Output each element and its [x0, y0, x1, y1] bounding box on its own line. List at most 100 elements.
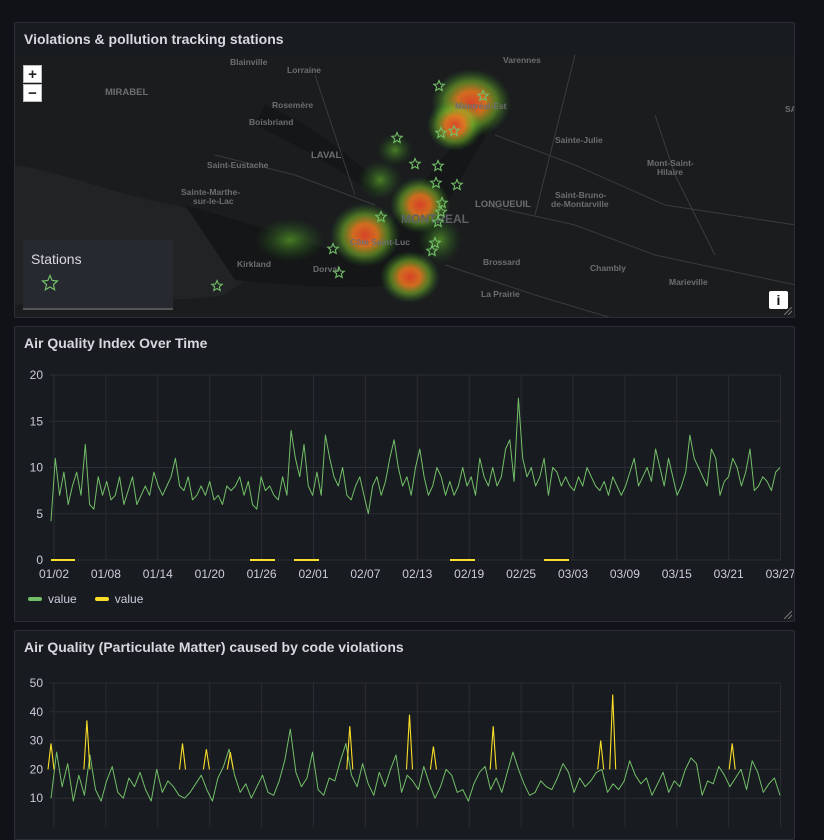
series-spike	[47, 743, 55, 770]
legend-item[interactable]: value	[28, 592, 77, 606]
place-label: Varennes	[503, 55, 541, 65]
series-line	[50, 728, 781, 802]
series-spike	[405, 714, 414, 770]
aqi-chart[interactable]: 0 5 10 15 20 01/02 01/08 01/14 01/20 01/26 02/01 02…	[15, 327, 795, 587]
station-marker[interactable]	[408, 157, 422, 170]
station-marker[interactable]	[450, 178, 464, 191]
place-label: Boisbriand	[249, 117, 293, 127]
station-marker[interactable]	[210, 279, 224, 292]
x-tick-label: 03/03	[558, 567, 588, 581]
station-marker[interactable]	[432, 79, 446, 92]
map-legend: Stations	[23, 240, 173, 310]
place-label: MIRABEL	[105, 87, 148, 98]
station-markers[interactable]	[210, 79, 490, 292]
y-tick-label: 40	[30, 705, 44, 719]
place-label: Dorval	[313, 264, 339, 274]
place-label: LAVAL	[311, 150, 341, 161]
series-spike	[489, 726, 497, 770]
panel-title: Air Quality (Particulate Matter) caused …	[24, 639, 404, 655]
place-label: Sainte-Marthe-	[181, 187, 240, 197]
station-marker[interactable]	[434, 205, 448, 218]
x-tick-label: 01/08	[91, 567, 121, 581]
place-label: MONTREAL	[401, 212, 469, 226]
place-label: Kirkland	[237, 259, 271, 269]
resize-handle-icon[interactable]	[784, 307, 792, 315]
station-marker[interactable]	[390, 131, 404, 144]
y-tick-label: 50	[30, 676, 44, 690]
resize-handle-icon[interactable]	[784, 611, 792, 619]
series-spike	[609, 694, 617, 770]
station-marker[interactable]	[476, 89, 490, 102]
place-label: Rosemère	[272, 100, 313, 110]
series-spike	[429, 746, 437, 770]
station-marker[interactable]	[425, 244, 439, 257]
station-marker[interactable]	[434, 126, 448, 139]
place-label: Chambly	[590, 263, 626, 273]
x-tick-label: 01/26	[247, 567, 277, 581]
y-tick-label: 15	[30, 414, 44, 428]
legend-item[interactable]: value	[94, 592, 144, 606]
panel-title: Violations & pollution tracking stations	[24, 31, 284, 47]
place-label: Côte Saint-Luc	[350, 237, 410, 247]
river-shape	[255, 105, 385, 195]
legend-swatch	[94, 597, 109, 601]
series-spike	[202, 749, 210, 770]
star-icon	[41, 274, 59, 291]
place-label: Lorraine	[287, 65, 321, 75]
x-tick-label: 03/09	[610, 567, 640, 581]
aqi-panel: Air Quality Index Over Time 0 5 10 15 20 01/0…	[14, 326, 795, 622]
series-spike	[597, 740, 605, 770]
y-tick-label: 0	[36, 553, 43, 567]
map-panel: Violations & pollution tracking stations	[14, 22, 795, 318]
zoom-in-button[interactable]: +	[23, 65, 42, 83]
chart-legend: value value	[28, 592, 143, 606]
legend-label: value	[114, 592, 144, 606]
map-area[interactable]: Blainville Lorraine Varennes MIRABEL Ros…	[15, 54, 794, 317]
place-label: Mont-Saint-	[647, 158, 694, 168]
y-tick-label: 10	[30, 791, 44, 805]
station-marker[interactable]	[326, 242, 340, 255]
station-marker[interactable]	[435, 196, 449, 209]
x-tick-label: 03/27	[766, 567, 795, 581]
place-label: Saint-Eustache	[207, 160, 269, 170]
x-tick-label: 03/15	[662, 567, 692, 581]
series-line	[50, 397, 781, 522]
x-tick-label: 02/19	[454, 567, 484, 581]
series-spike	[83, 720, 91, 770]
x-tick-label: 02/07	[350, 567, 380, 581]
legend-label: value	[48, 592, 77, 606]
zoom-out-button[interactable]: −	[23, 84, 42, 102]
x-tick-label: 02/13	[402, 567, 432, 581]
y-tick-label: 30	[30, 734, 44, 748]
station-marker[interactable]	[431, 215, 445, 228]
station-marker[interactable]	[428, 236, 442, 249]
place-label: Marieville	[669, 277, 708, 287]
place-label: La Prairie	[481, 289, 520, 299]
station-marker[interactable]	[332, 266, 346, 279]
place-label: Blainville	[230, 57, 268, 67]
info-button[interactable]: i	[769, 291, 788, 309]
x-tick-label: 02/25	[506, 567, 536, 581]
station-marker[interactable]	[447, 124, 461, 137]
y-tick-label: 20	[30, 368, 44, 382]
place-label: de-Montarville	[551, 199, 609, 209]
place-label: Saint-Bruno-	[555, 190, 607, 200]
x-tick-label: 01/14	[143, 567, 173, 581]
place-label: Montréal-Est	[455, 101, 507, 111]
station-marker[interactable]	[431, 159, 445, 172]
x-tick-label: 03/21	[714, 567, 744, 581]
pm-chart[interactable]: 10 20 30 40 50	[15, 631, 795, 840]
heatmap	[255, 69, 511, 303]
station-marker[interactable]	[429, 176, 443, 189]
legend-title: Stations	[31, 251, 82, 267]
x-tick-label: 02/01	[298, 567, 328, 581]
panel-title: Air Quality Index Over Time	[24, 335, 208, 351]
place-label: Brossard	[483, 257, 520, 267]
y-tick-label: 5	[36, 507, 43, 521]
series-spike	[346, 726, 354, 770]
station-marker[interactable]	[374, 210, 388, 223]
place-label: Sainte-Julie	[555, 135, 603, 145]
place-label: LONGUEUIL	[475, 199, 531, 210]
y-tick-label: 10	[30, 461, 44, 475]
series-spike	[226, 752, 234, 770]
